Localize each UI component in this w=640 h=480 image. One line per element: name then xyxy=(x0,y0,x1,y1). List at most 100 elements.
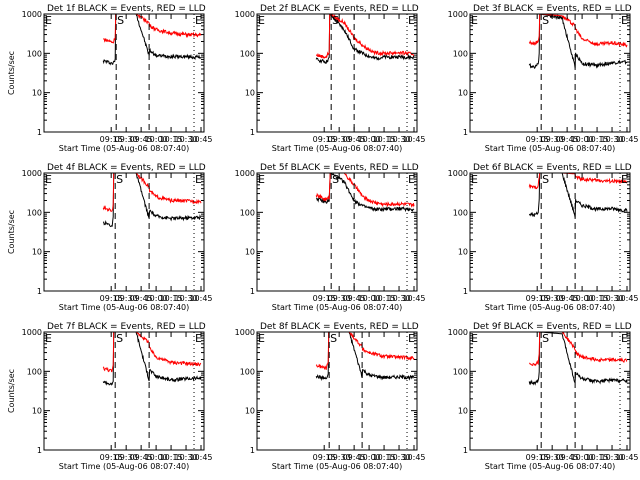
plot-frame xyxy=(469,13,631,133)
plot-frame xyxy=(43,331,205,451)
x-axis-label: Start Time (05-Aug-06 08:07:40) xyxy=(59,303,190,312)
y-tick-label: 100 xyxy=(27,208,42,217)
y-tick-label: 100 xyxy=(27,367,42,376)
panel-title: Det 3f BLACK = Events, RED = LLD xyxy=(473,4,632,14)
x-tick-label: 10:45 xyxy=(189,453,212,462)
x-tick-label: 09:15 xyxy=(313,294,336,303)
x-tick-label: 10:30 xyxy=(175,453,198,462)
series-line-events-black xyxy=(315,332,415,382)
y-axis-label: Counts/sec xyxy=(7,369,16,413)
x-tick-label: 09:45 xyxy=(130,453,153,462)
x-tick-label: 10:30 xyxy=(601,135,624,144)
x-tick-label: 09:30 xyxy=(115,294,138,303)
x-tick-label: 09:30 xyxy=(115,135,138,144)
panel-title: Det 2f BLACK = Events, RED = LLD xyxy=(260,4,419,14)
x-tick-label: 10:00 xyxy=(145,294,168,303)
x-tick-label: 09:30 xyxy=(115,453,138,462)
marker-label-e: E xyxy=(471,332,478,345)
x-tick-label: 09:45 xyxy=(556,453,579,462)
x-tick-label: 09:15 xyxy=(526,453,549,462)
x-tick-label: 09:30 xyxy=(541,294,564,303)
x-tick-label: 10:00 xyxy=(571,453,594,462)
plot-frame xyxy=(43,172,205,292)
marker-label-e: E xyxy=(195,173,202,186)
marker-label-e: E xyxy=(258,332,265,345)
y-tick-label: 1 xyxy=(463,128,468,137)
y-tick-label: 100 xyxy=(240,49,255,58)
y-tick-label: 100 xyxy=(27,49,42,58)
series-line-lld-red xyxy=(102,173,202,212)
x-tick-label: 09:30 xyxy=(328,294,351,303)
series-line-lld-red xyxy=(315,173,415,208)
plot-frame xyxy=(256,13,418,133)
x-tick-label: 09:30 xyxy=(541,135,564,144)
x-axis-label: Start Time (05-Aug-06 08:07:40) xyxy=(272,144,403,153)
y-tick-label: 1000 xyxy=(448,169,468,178)
y-tick-label: 1 xyxy=(250,446,255,455)
marker-label-e: E xyxy=(471,14,478,27)
x-tick-label: 09:30 xyxy=(541,453,564,462)
x-tick-label: 10:30 xyxy=(388,135,411,144)
x-tick-label: 09:15 xyxy=(100,135,123,144)
marker-label-e: E xyxy=(408,332,415,345)
series-line-events-black xyxy=(528,173,628,218)
panel-title: Det 8f BLACK = Events, RED = LLD xyxy=(260,322,419,332)
marker-label-s: S xyxy=(332,173,339,186)
marker-label-e: E xyxy=(408,173,415,186)
marker-label-s: S xyxy=(332,14,339,27)
x-tick-label: 10:45 xyxy=(615,294,638,303)
y-tick-label: 10 xyxy=(458,248,468,257)
x-tick-label: 10:00 xyxy=(358,135,381,144)
marker-label-s: S xyxy=(542,332,549,345)
x-axis-label: Start Time (05-Aug-06 08:07:40) xyxy=(272,462,403,471)
x-tick-label: 10:15 xyxy=(373,294,396,303)
y-tick-label: 1 xyxy=(37,128,42,137)
series-line-events-black xyxy=(316,173,415,213)
x-tick-label: 10:30 xyxy=(175,135,198,144)
x-tick-label: 09:30 xyxy=(328,453,351,462)
x-tick-label: 09:15 xyxy=(526,294,549,303)
series-line-events-black xyxy=(102,332,202,386)
marker-label-s: S xyxy=(542,173,549,186)
y-tick-label: 1 xyxy=(37,287,42,296)
marker-label-e: E xyxy=(621,14,628,27)
x-tick-label: 10:00 xyxy=(145,135,168,144)
marker-label-s: S xyxy=(117,14,124,27)
x-tick-label: 09:45 xyxy=(343,294,366,303)
x-tick-label: 09:15 xyxy=(313,453,336,462)
marker-label-e: E xyxy=(195,332,202,345)
x-tick-label: 09:15 xyxy=(313,135,336,144)
y-tick-label: 1000 xyxy=(235,328,255,337)
y-tick-label: 1 xyxy=(250,287,255,296)
y-tick-label: 1000 xyxy=(235,169,255,178)
y-tick-label: 100 xyxy=(453,49,468,58)
y-tick-label: 10 xyxy=(245,248,255,257)
x-tick-label: 09:15 xyxy=(526,135,549,144)
marker-label-e: E xyxy=(621,332,628,345)
series-line-events-black xyxy=(102,14,202,66)
y-tick-label: 10 xyxy=(458,407,468,416)
y-tick-label: 1 xyxy=(37,446,42,455)
marker-label-s: S xyxy=(116,173,123,186)
series-line-events-black xyxy=(315,14,415,65)
x-axis-label: Start Time (05-Aug-06 08:07:40) xyxy=(59,462,190,471)
x-tick-label: 10:15 xyxy=(160,135,183,144)
series-line-lld-red xyxy=(103,14,202,44)
x-tick-label: 10:45 xyxy=(402,135,425,144)
panel-title: Det 7f BLACK = Events, RED = LLD xyxy=(47,322,206,332)
panel-title: Det 1f BLACK = Events, RED = LLD xyxy=(47,4,206,14)
series-line-lld-red xyxy=(528,173,628,190)
x-axis-label: Start Time (05-Aug-06 08:07:40) xyxy=(485,303,616,312)
x-tick-label: 10:15 xyxy=(586,135,609,144)
panel-title: Det 5f BLACK = Events, RED = LLD xyxy=(260,163,419,173)
x-tick-label: 10:30 xyxy=(175,294,198,303)
marker-label-e: E xyxy=(621,173,628,186)
x-tick-label: 09:45 xyxy=(556,294,579,303)
x-tick-label: 10:30 xyxy=(601,453,624,462)
